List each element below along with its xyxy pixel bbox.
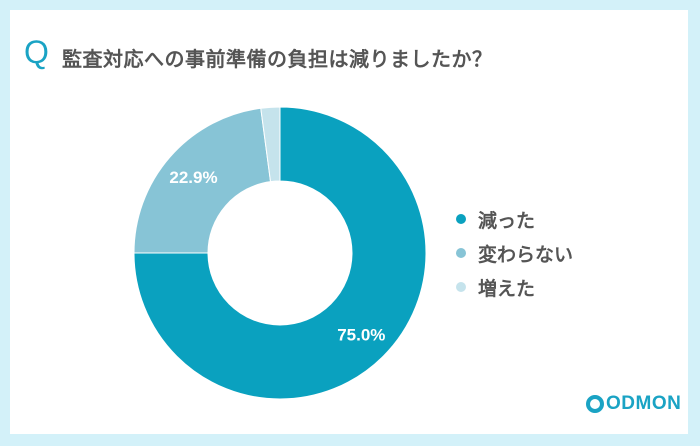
legend-item: 減った	[456, 202, 573, 236]
chart-title: 監査対応への事前準備の負担は減りましたか？	[62, 47, 493, 71]
legend-swatch	[456, 248, 466, 258]
donut-slice	[260, 106, 281, 183]
donut-slice	[133, 107, 272, 254]
legend-swatch	[456, 214, 466, 224]
logo-face-icon	[586, 395, 604, 413]
legend-label: 減った	[478, 209, 536, 232]
legend-label: 増えた	[478, 277, 536, 300]
donut-slice	[133, 106, 427, 400]
data-label: 22.9%	[169, 168, 217, 187]
legend-item: 増えた	[456, 270, 573, 304]
legend-label: 変わらない	[478, 243, 574, 266]
legend: 減った 変わらない 増えた	[456, 202, 573, 304]
legend-item: 変わらない	[456, 236, 573, 270]
legend-swatch	[456, 282, 466, 292]
question-mark-label: Q	[24, 34, 49, 70]
data-label: 75.0%	[337, 325, 385, 344]
logo-text: ODMON	[606, 393, 682, 414]
codmon-logo: ODMON	[586, 393, 681, 415]
